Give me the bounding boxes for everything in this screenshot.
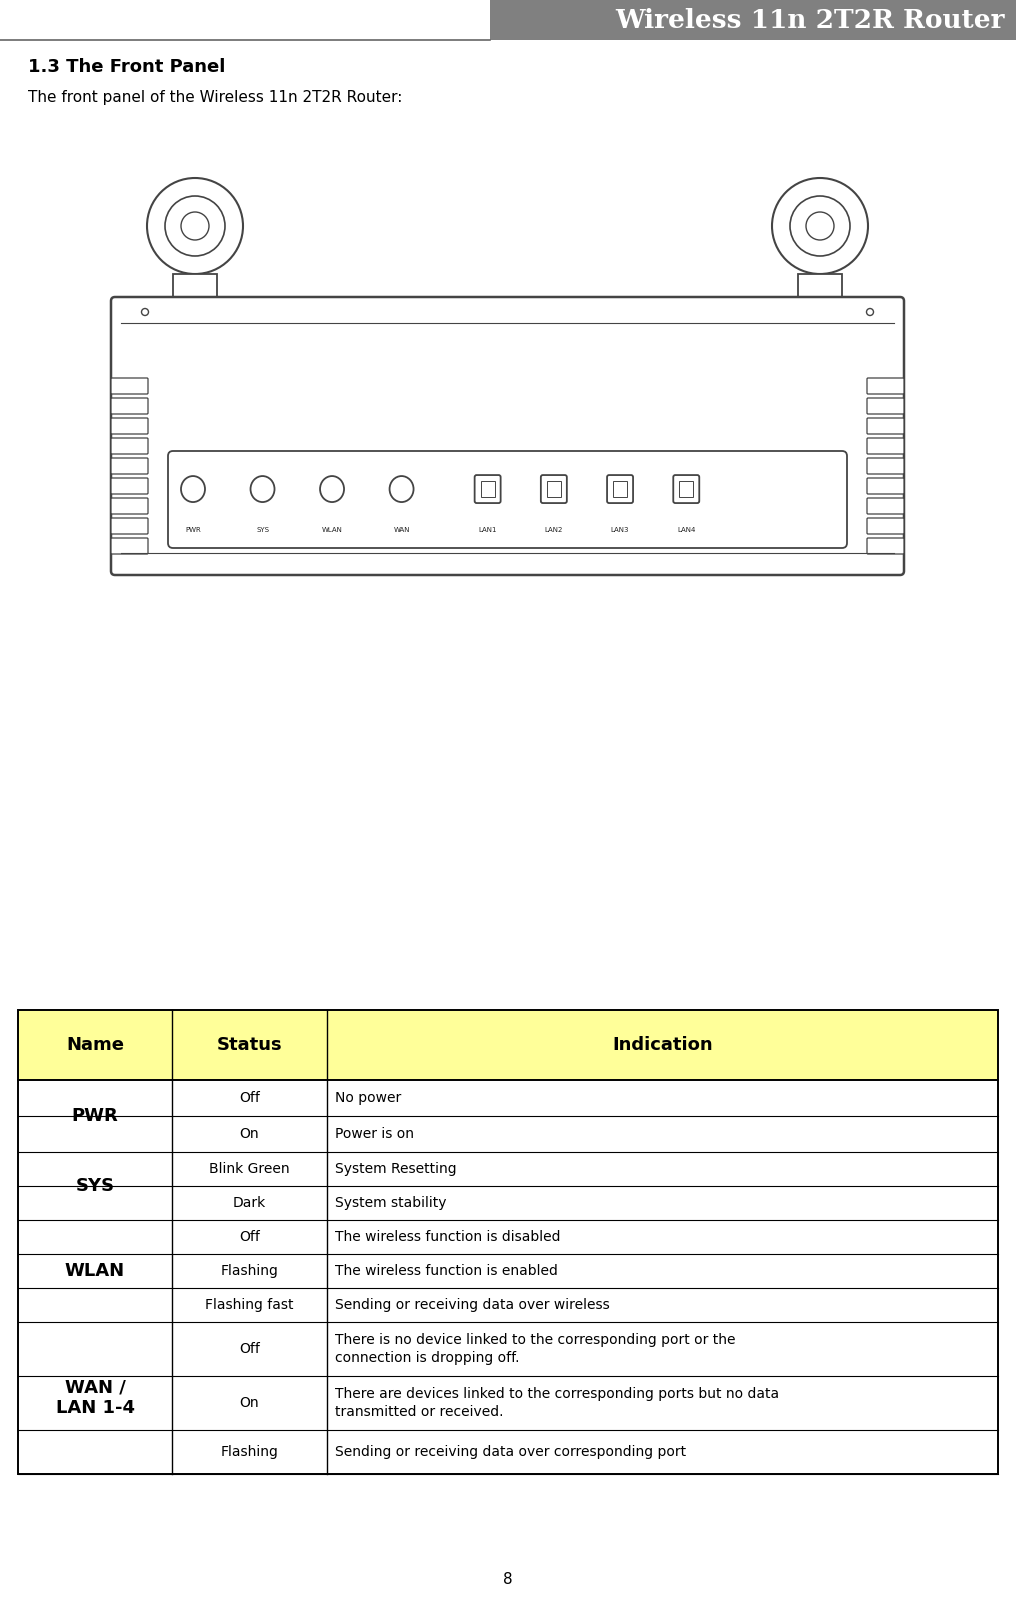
Text: Flashing: Flashing [220,1265,278,1278]
Ellipse shape [147,178,243,274]
Text: LAN2: LAN2 [545,527,563,533]
FancyBboxPatch shape [474,475,501,503]
Text: Sending or receiving data over wireless: Sending or receiving data over wireless [335,1298,610,1311]
Text: LAN4: LAN4 [677,527,696,533]
Text: Indication: Indication [613,1036,713,1053]
Text: On: On [240,1396,259,1410]
FancyBboxPatch shape [867,458,904,474]
FancyBboxPatch shape [541,475,567,503]
Text: Flashing: Flashing [220,1446,278,1459]
Text: PWR: PWR [71,1106,119,1126]
FancyBboxPatch shape [867,519,904,535]
Text: System Resetting: System Resetting [335,1162,456,1177]
Text: There is no device linked to the corresponding port or the
connection is droppin: There is no device linked to the corresp… [335,1334,736,1366]
Text: Off: Off [239,1090,260,1105]
Text: Wireless 11n 2T2R Router: Wireless 11n 2T2R Router [616,8,1005,32]
Text: WLAN: WLAN [65,1262,125,1281]
Text: WLAN: WLAN [322,527,342,533]
FancyBboxPatch shape [867,418,904,434]
Ellipse shape [772,178,868,274]
Text: PWR: PWR [185,527,201,533]
Bar [547,480,561,496]
Text: Power is on: Power is on [335,1127,414,1142]
Text: There are devices linked to the corresponding ports but no data
transmitted or r: There are devices linked to the correspo… [335,1386,779,1418]
Bar [18,1010,998,1475]
FancyBboxPatch shape [674,475,699,503]
Text: 8: 8 [503,1572,513,1587]
Text: WAN: WAN [393,527,409,533]
FancyBboxPatch shape [867,378,904,394]
FancyBboxPatch shape [111,538,148,554]
Ellipse shape [165,195,225,256]
Text: Status: Status [216,1036,282,1053]
FancyBboxPatch shape [111,399,148,415]
Bar [680,480,693,496]
Text: On: On [240,1127,259,1142]
Ellipse shape [867,309,874,315]
FancyBboxPatch shape [111,378,148,394]
Text: Off: Off [239,1230,260,1244]
Ellipse shape [790,195,850,256]
Text: The wireless function is enabled: The wireless function is enabled [335,1265,558,1278]
FancyBboxPatch shape [111,418,148,434]
Text: The wireless function is disabled: The wireless function is disabled [335,1230,561,1244]
Bar [173,274,217,299]
FancyBboxPatch shape [111,498,148,514]
Bar [613,480,627,496]
Ellipse shape [181,475,205,503]
Text: LAN1: LAN1 [479,527,497,533]
Text: Flashing fast: Flashing fast [205,1298,294,1311]
Text: 1.3 The Front Panel: 1.3 The Front Panel [28,58,226,75]
FancyBboxPatch shape [111,519,148,535]
FancyBboxPatch shape [111,298,904,575]
Text: Blink Green: Blink Green [209,1162,290,1177]
FancyBboxPatch shape [111,439,148,455]
Text: Dark: Dark [233,1196,266,1210]
FancyBboxPatch shape [867,479,904,495]
FancyBboxPatch shape [111,458,148,474]
Ellipse shape [181,211,209,240]
Ellipse shape [320,475,344,503]
FancyBboxPatch shape [867,439,904,455]
Text: WAN /
LAN 1-4: WAN / LAN 1-4 [56,1378,134,1417]
Text: SYS: SYS [256,527,269,533]
FancyBboxPatch shape [607,475,633,503]
Ellipse shape [141,309,148,315]
FancyBboxPatch shape [168,451,847,548]
Bar [18,1010,998,1081]
Text: Off: Off [239,1342,260,1356]
Ellipse shape [251,475,274,503]
Ellipse shape [806,211,834,240]
FancyBboxPatch shape [867,538,904,554]
Text: No power: No power [335,1090,401,1105]
FancyBboxPatch shape [867,399,904,415]
Text: LAN3: LAN3 [611,527,629,533]
Text: SYS: SYS [75,1177,115,1194]
Bar [798,274,842,299]
Text: Sending or receiving data over corresponding port: Sending or receiving data over correspon… [335,1446,686,1459]
Text: The front panel of the Wireless 11n 2T2R Router:: The front panel of the Wireless 11n 2T2R… [28,90,402,106]
Bar [481,480,495,496]
Ellipse shape [389,475,414,503]
FancyBboxPatch shape [867,498,904,514]
Bar [490,0,1016,40]
Text: Name: Name [66,1036,124,1053]
FancyBboxPatch shape [111,479,148,495]
Text: System stability: System stability [335,1196,446,1210]
